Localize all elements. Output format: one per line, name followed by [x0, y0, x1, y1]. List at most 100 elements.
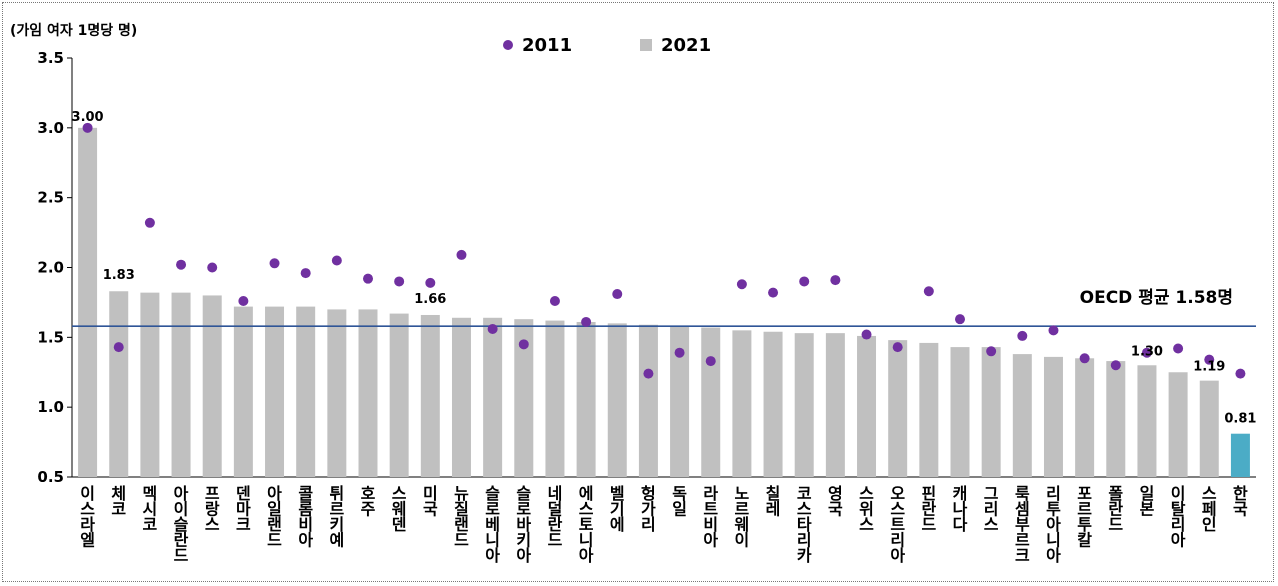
- bar-2021: [1106, 361, 1126, 477]
- bar-2021: [670, 326, 690, 477]
- bar-2021: [732, 330, 752, 477]
- bar-2021: [202, 295, 222, 477]
- bar-2021: [233, 306, 253, 477]
- data-label: 1.30: [1131, 344, 1163, 359]
- y-unit-label: (가임 여자 1명당 명): [10, 22, 137, 39]
- dot-2011: [1235, 368, 1246, 379]
- bar-2021: [109, 291, 129, 477]
- dot-2011: [518, 339, 529, 350]
- bar-2021: [857, 335, 877, 477]
- dot-2011: [674, 347, 685, 358]
- dot-2011: [768, 287, 779, 298]
- bar-2021: [638, 324, 658, 477]
- dot-2011: [456, 249, 467, 260]
- dot-2011: [1141, 347, 1152, 358]
- data-label: 1.19: [1193, 360, 1225, 375]
- dot-2011: [892, 342, 903, 353]
- dot-2011: [363, 273, 373, 284]
- legend-label-2021: 2021: [661, 35, 711, 56]
- bar-2021: [888, 340, 908, 477]
- dot-2011: [830, 275, 841, 286]
- legend-marker-2021: [640, 39, 652, 51]
- dot-2011: [269, 258, 280, 269]
- dot-2011: [705, 356, 716, 367]
- bar-2021: [981, 347, 1001, 477]
- bar-2021: [296, 306, 316, 477]
- dot-2011: [487, 323, 498, 334]
- data-label: 3.00: [72, 110, 104, 125]
- y-tick-label: 0.5: [37, 468, 64, 486]
- legend-marker-2011: [503, 40, 513, 50]
- dot-2011: [176, 259, 187, 270]
- dot-2011: [1204, 354, 1215, 365]
- bar-2021: [763, 331, 783, 477]
- bar-2021: [78, 127, 98, 477]
- data-label: 0.81: [1224, 412, 1256, 427]
- dot-2011: [144, 217, 155, 228]
- bar-2021: [358, 309, 378, 477]
- bar-2021: [919, 342, 939, 477]
- dot-2011: [643, 368, 654, 379]
- bar-2021: [1012, 354, 1032, 477]
- dot-2011: [425, 277, 436, 288]
- bar-2021: [389, 313, 409, 477]
- bar-2021: [607, 323, 627, 477]
- dot-2011: [612, 289, 623, 300]
- bar-2021: [545, 320, 565, 477]
- bar-2021: [794, 333, 814, 477]
- dot-2011: [300, 268, 311, 279]
- bar-2021: [1230, 433, 1250, 477]
- data-label: 1.83: [103, 268, 135, 283]
- bar-2021: [1199, 380, 1219, 477]
- dot-2011: [736, 279, 747, 290]
- dot-2011: [1110, 360, 1121, 371]
- dot-2011: [861, 329, 872, 340]
- dot-2011: [1079, 353, 1090, 364]
- bar-2021: [140, 292, 160, 477]
- data-label: 1.66: [414, 292, 446, 307]
- bar-2021: [171, 292, 191, 477]
- dot-2011: [1048, 325, 1059, 336]
- dot-2011: [1173, 343, 1184, 354]
- legend-label-2011: 2011: [522, 35, 572, 56]
- dot-2011: [82, 122, 93, 133]
- dot-2011: [955, 314, 965, 325]
- bar-2021: [825, 333, 845, 477]
- y-tick-label: 3.5: [37, 49, 64, 67]
- bar-2021: [265, 306, 285, 477]
